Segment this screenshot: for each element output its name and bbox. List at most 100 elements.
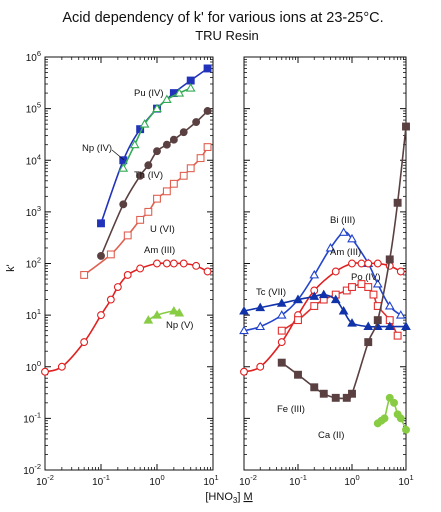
data-point: [255, 321, 266, 331]
series-label: Bi (III): [330, 215, 355, 226]
x-tick-label: 100: [149, 473, 164, 488]
x-tick-label: 10-2: [239, 473, 257, 488]
data-point: [106, 250, 115, 259]
data-point: [331, 267, 340, 276]
data-point: [395, 310, 406, 319]
data-point: [276, 298, 287, 307]
y-tick-label: 10-1: [23, 410, 41, 425]
data-point: [192, 261, 201, 270]
data-point: [402, 122, 410, 131]
data-point: [373, 316, 382, 325]
data-point: [106, 295, 115, 304]
data-point: [97, 252, 105, 260]
x-tick-label: 10-1: [289, 473, 307, 488]
data-point: [136, 171, 145, 180]
data-point: [380, 414, 389, 423]
data-point: [80, 271, 89, 279]
y-tick-label: 101: [26, 307, 41, 322]
data-point: [162, 94, 172, 104]
y-axis-label: k': [5, 264, 17, 272]
data-point: [179, 259, 188, 268]
series-tc-vii: Tc (VII): [239, 287, 411, 331]
data-point: [144, 207, 153, 216]
data-point: [203, 267, 212, 276]
series-ca-ii: Ca (II): [318, 393, 410, 441]
series-np-v: Np (V): [143, 306, 193, 331]
data-point: [41, 367, 49, 376]
data-point: [256, 362, 265, 371]
y-tick-label: 103: [26, 204, 41, 219]
data-point: [169, 259, 178, 268]
data-point: [396, 414, 405, 423]
data-point: [203, 64, 212, 73]
data-point: [310, 302, 319, 310]
y-tick-label: 100: [26, 359, 41, 374]
x-tick-label: 10-1: [92, 473, 110, 488]
data-point: [179, 171, 188, 180]
data-point: [373, 259, 382, 268]
data-point: [390, 398, 398, 407]
x-tick-label: 101: [203, 473, 218, 488]
data-point: [347, 318, 357, 327]
data-point: [153, 259, 161, 268]
data-point: [393, 331, 402, 340]
data-point: [239, 325, 249, 335]
series-u-vi: U (VI): [80, 143, 212, 279]
data-point: [143, 315, 154, 324]
label-leader-line: [111, 149, 125, 161]
data-point: [186, 76, 195, 85]
data-point: [162, 259, 171, 268]
data-point: [277, 326, 286, 335]
chart-title: Acid dependency of k' for various ions a…: [62, 10, 383, 26]
data-point: [402, 425, 410, 434]
data-point: [277, 338, 286, 347]
data-point: [169, 179, 178, 188]
data-point: [153, 147, 161, 156]
data-point: [338, 306, 349, 315]
series-bi-iii: Bi (III): [239, 215, 406, 335]
y-tick-label: 106: [26, 49, 41, 64]
data-point: [240, 367, 248, 376]
data-point: [153, 194, 161, 203]
series-label: Am (III): [144, 245, 175, 256]
data-point: [348, 389, 356, 398]
data-point: [396, 267, 405, 276]
data-point: [196, 154, 205, 163]
data-point: [174, 88, 185, 97]
data-point: [277, 358, 286, 367]
data-point: [118, 163, 129, 172]
data-point: [331, 393, 340, 402]
series-fe-iii: Fe (III): [277, 122, 410, 415]
y-tick-label: 102: [26, 256, 41, 271]
data-point: [186, 164, 195, 173]
y-tick-label: 104: [26, 152, 41, 167]
data-point: [318, 289, 329, 299]
data-point: [369, 290, 378, 299]
data-point: [384, 301, 395, 310]
x-tick-label: 100: [344, 473, 359, 488]
data-point: [276, 310, 287, 319]
data-point: [330, 294, 341, 304]
data-point: [192, 118, 201, 126]
data-point: [97, 219, 105, 228]
data-point: [363, 321, 374, 331]
x-tick-label: 101: [398, 473, 413, 488]
series-am-iii: Am (III): [240, 247, 405, 376]
y-tick-label: 10-2: [23, 462, 41, 477]
data-point: [123, 231, 132, 240]
data-point: [239, 306, 249, 315]
data-point: [319, 389, 328, 398]
data-point: [325, 242, 336, 252]
series-label: Tc (VII): [256, 287, 286, 298]
chart-subtitle: TRU Resin: [195, 28, 259, 43]
data-point: [119, 200, 128, 209]
data-point: [393, 198, 402, 207]
data-point: [203, 107, 212, 115]
series-label: Np (IV): [82, 143, 112, 154]
data-point: [348, 259, 356, 268]
data-point: [203, 143, 212, 152]
series-label: Pu (IV): [134, 88, 164, 99]
series-po-iv: Po (IV): [277, 272, 402, 340]
